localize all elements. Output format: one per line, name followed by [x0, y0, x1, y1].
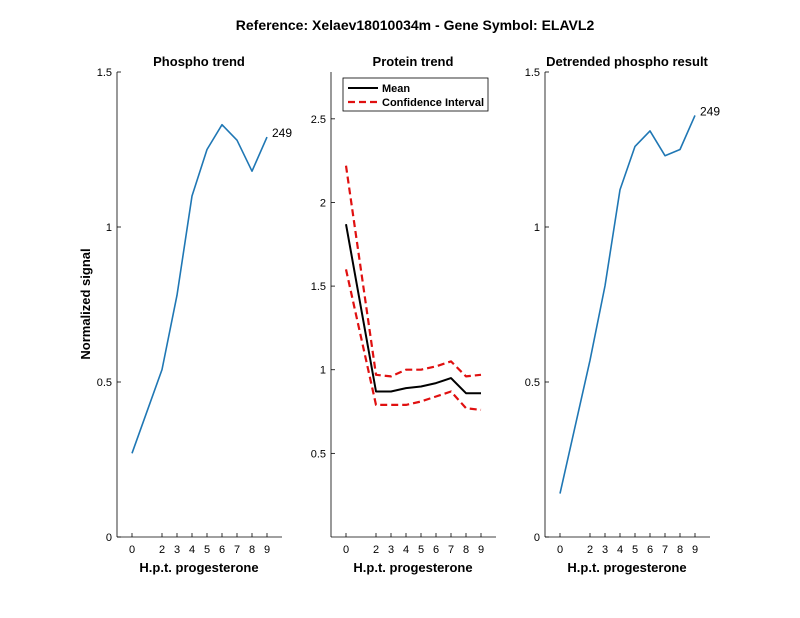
y-tick-label: 0 [106, 532, 112, 544]
y-tick-label: 1 [320, 365, 326, 377]
x-tick-label: 3 [174, 544, 180, 556]
x-tick-label: 3 [388, 544, 394, 556]
y-tick-label: 0 [534, 532, 540, 544]
x-tick-label: 3 [602, 544, 608, 556]
x-tick-label: 7 [662, 544, 668, 556]
x-axis-label: H.p.t. progesterone [353, 560, 472, 575]
series-line-phospho [131, 123, 268, 454]
x-tick-label: 7 [448, 544, 454, 556]
x-tick-label: 9 [264, 544, 270, 556]
y-axis-label: Normalized signal [78, 248, 93, 359]
y-tick-label: 0.5 [525, 377, 540, 389]
detrended-phospho-panel: Detrended phospho result H.p.t. progeste… [525, 54, 721, 575]
panel-title: Phospho trend [153, 54, 245, 69]
x-tick-label: 5 [418, 544, 424, 556]
x-tick-label: 9 [478, 544, 484, 556]
legend-label-ci: Confidence Interval [382, 97, 484, 109]
y-tick-label: 1 [106, 222, 112, 234]
x-tick-label: 5 [204, 544, 210, 556]
x-tick-label: 2 [587, 544, 593, 556]
panel-title: Detrended phospho result [546, 54, 708, 69]
y-tick-label: 1.5 [525, 67, 540, 79]
legend: Mean Confidence Interval [342, 77, 489, 112]
x-tick-label: 2 [159, 544, 165, 556]
y-tick-label: 1.5 [311, 281, 326, 293]
x-tick-label: 2 [373, 544, 379, 556]
x-axis-label: H.p.t. progesterone [139, 560, 258, 575]
y-tick-label: 1.5 [97, 67, 112, 79]
figure-title: Reference: Xelaev18010034m - Gene Symbol… [236, 17, 595, 33]
series-line-confidence-interval [344, 165, 482, 378]
series-line-mean [345, 224, 481, 395]
y-tick-label: 0.5 [311, 448, 326, 460]
y-tick-label: 2.5 [311, 114, 326, 126]
y-tick-label: 2 [320, 197, 326, 209]
x-tick-label: 8 [249, 544, 255, 556]
x-tick-label: 0 [343, 544, 349, 556]
legend-box [342, 77, 489, 112]
x-tick-label: 4 [403, 544, 409, 556]
x-axis-label: H.p.t. progesterone [567, 560, 686, 575]
x-tick-label: 0 [557, 544, 563, 556]
x-tick-label: 0 [129, 544, 135, 556]
x-tick-label: 6 [219, 544, 225, 556]
x-tick-label: 6 [647, 544, 653, 556]
phospho-trend-panel: Phospho trend H.p.t. progesterone Normal… [78, 54, 292, 575]
y-tick-label: 1 [534, 222, 540, 234]
x-tick-label: 4 [189, 544, 195, 556]
x-tick-label: 5 [632, 544, 638, 556]
series-line-detrended [559, 115, 696, 494]
series-annotation: 249 [700, 104, 720, 118]
x-tick-label: 9 [692, 544, 698, 556]
legend-label-mean: Mean [382, 83, 410, 95]
series-annotation: 249 [272, 126, 292, 140]
y-tick-label: 0.5 [97, 377, 112, 389]
x-tick-label: 4 [617, 544, 623, 556]
x-tick-label: 8 [677, 544, 683, 556]
panel-title: Protein trend [373, 54, 454, 69]
protein-trend-panel: Protein trend H.p.t. progesterone 0.5 1 1.… [311, 54, 496, 575]
x-tick-label: 7 [234, 544, 240, 556]
series-line-confidence-interval-lower [344, 269, 482, 411]
x-tick-label: 8 [463, 544, 469, 556]
x-tick-label: 6 [433, 544, 439, 556]
